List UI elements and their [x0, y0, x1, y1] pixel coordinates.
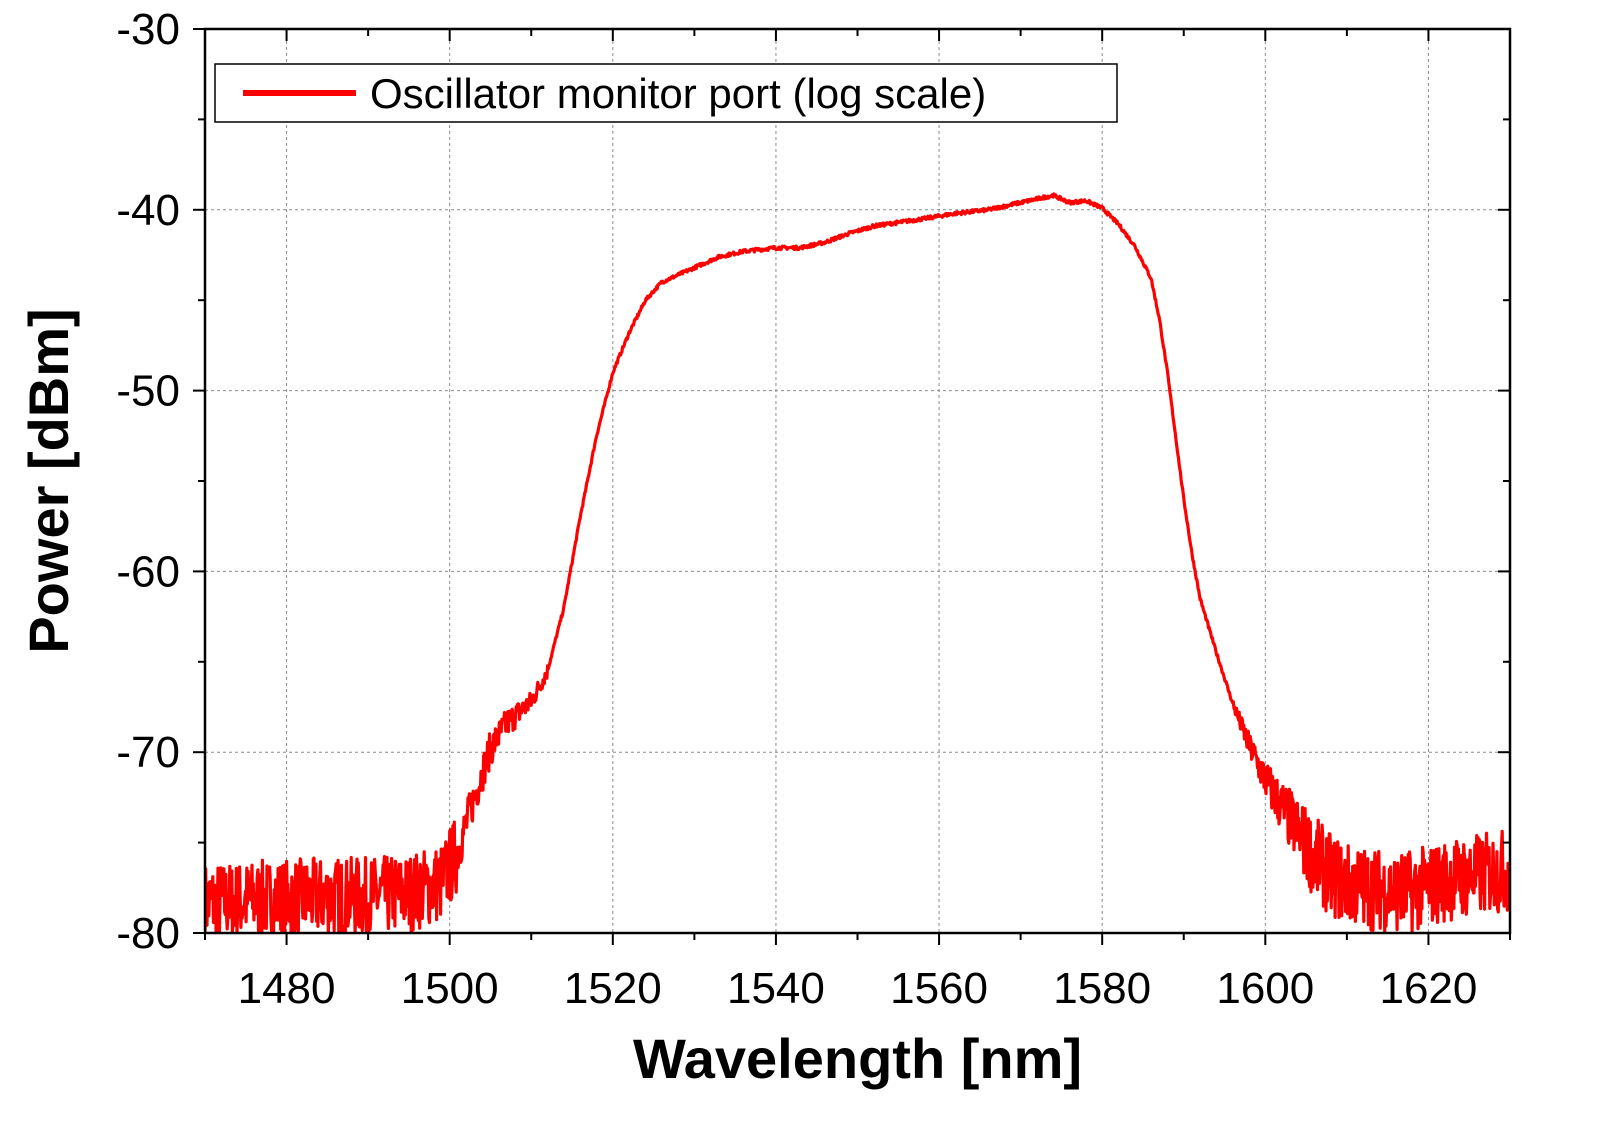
y-tick-label: -40	[116, 186, 180, 235]
y-tick-label: -30	[116, 5, 180, 54]
y-tick-label: -70	[116, 728, 180, 777]
x-axis-title: Wavelength [nm]	[633, 1027, 1082, 1090]
x-tick-label: 1580	[1053, 964, 1151, 1013]
y-tick-label: -50	[116, 367, 180, 416]
grid-lines	[205, 29, 1510, 933]
x-tick-label: 1480	[238, 964, 336, 1013]
x-tick-label: 1500	[401, 964, 499, 1013]
legend-label: Oscillator monitor port (log scale)	[370, 70, 986, 117]
series-layer	[205, 192, 1510, 933]
series-line-0	[205, 192, 1510, 933]
x-tick-label: 1620	[1379, 964, 1477, 1013]
x-tick-label: 1560	[890, 964, 988, 1013]
legend: Oscillator monitor port (log scale)	[214, 63, 1118, 123]
axes: 1480 1500 1520 1540 1560 1580 1600 1620 -30 -40 -5…	[116, 5, 1512, 1013]
legend-box	[214, 63, 1118, 123]
y-axis-title: Power [dBm]	[17, 308, 80, 653]
x-tick-label: 1540	[727, 964, 825, 1013]
y-tick-label: -80	[116, 909, 180, 958]
x-tick-label: 1600	[1216, 964, 1314, 1013]
x-tick-label: 1520	[564, 964, 662, 1013]
y-tick-label: -60	[116, 547, 180, 596]
plot-frame	[203, 27, 1512, 935]
